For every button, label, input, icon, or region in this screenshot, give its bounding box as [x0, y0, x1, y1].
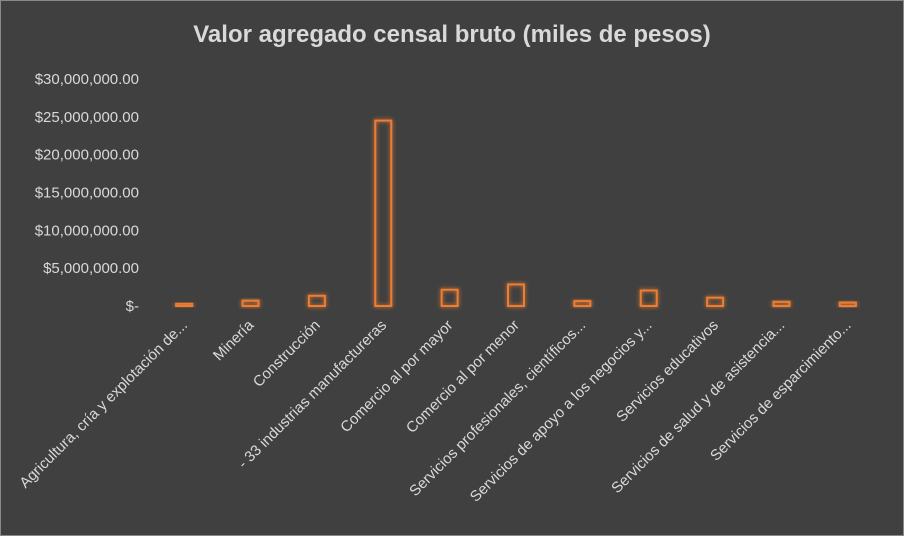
- y-tick-label: $10,000,000.00: [35, 222, 139, 239]
- y-tick-label: $30,000,000.00: [35, 71, 139, 88]
- y-tick-label: $-: [126, 298, 139, 315]
- y-tick-label: $25,000,000.00: [35, 109, 139, 126]
- bar: [838, 301, 857, 308]
- bar: [706, 296, 725, 307]
- x-axis: Agricultura, cría y explotación de... Min…: [16, 316, 854, 505]
- bar: [772, 300, 791, 308]
- bar: [639, 289, 658, 308]
- x-tick-label: Construcción: [250, 317, 324, 391]
- bar: [440, 288, 459, 307]
- y-tick-label: $5,000,000.00: [43, 260, 139, 277]
- x-tick-label: Agricultura, cría y explotación de...: [16, 317, 191, 492]
- chart-title: Valor agregado censal bruto (miles de pe…: [193, 21, 711, 48]
- x-tick-label: Servicios de esparcimiento...: [707, 317, 855, 465]
- y-axis: $- $5,000,000.00 $10,000,000.00 $15,000,000…: [35, 71, 139, 315]
- x-tick-label: Comercio al por menor: [403, 317, 523, 437]
- bar: [573, 300, 592, 307]
- bar: [374, 119, 393, 307]
- bars: [175, 119, 857, 308]
- y-tick-label: $15,000,000.00: [35, 185, 139, 202]
- bar: [507, 283, 525, 307]
- bar: [175, 302, 194, 308]
- x-tick-label: Comercio al por mayor: [337, 317, 456, 436]
- bar: [307, 294, 326, 308]
- x-tick-label: Minería: [210, 316, 258, 364]
- bar: [241, 299, 260, 308]
- y-tick-label: $20,000,000.00: [35, 147, 139, 164]
